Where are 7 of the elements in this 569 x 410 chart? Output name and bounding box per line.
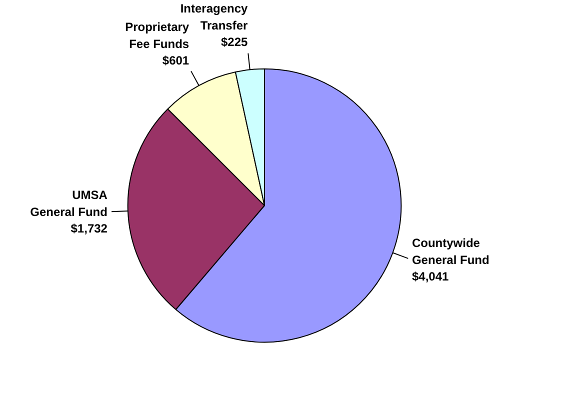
slice-label: UMSA General Fund [30, 188, 108, 219]
data-label: $225 [221, 35, 248, 50]
data-label: $1,732 [70, 222, 108, 236]
data-label: $4,041 [412, 270, 450, 284]
slice-label: Proprietary Fee Funds [125, 20, 190, 51]
slice-label: Countywide General Fund [412, 236, 490, 267]
data-label: $601 [162, 54, 190, 68]
